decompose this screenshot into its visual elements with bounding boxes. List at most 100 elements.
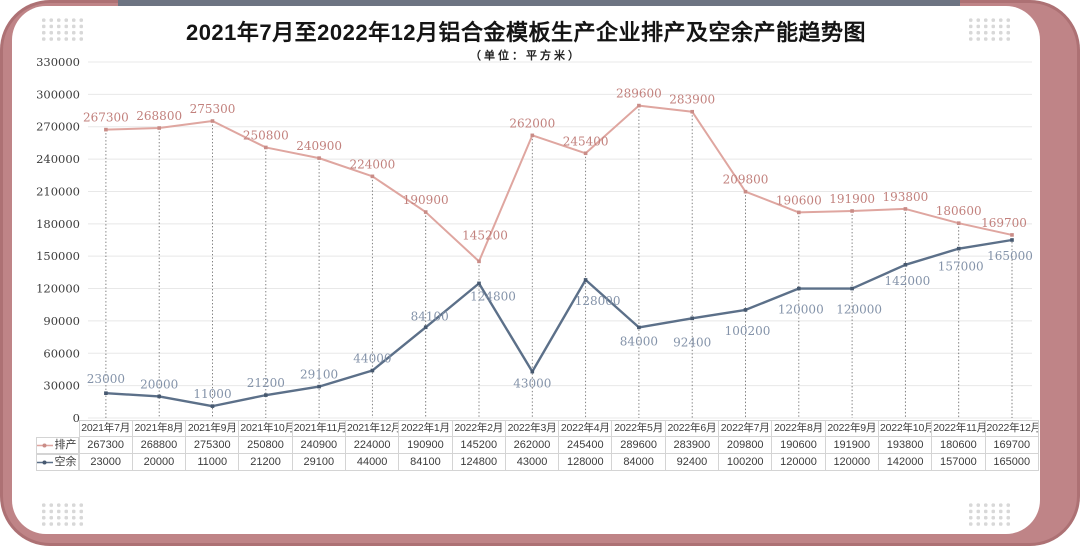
dot-grid-decoration bbox=[967, 17, 1012, 42]
paichan-data-label: 145200 bbox=[462, 228, 508, 242]
table-header-row: 2021年7月 2021年8月 2021年9月 2021年10月 2021年11月 202… bbox=[36, 420, 1040, 437]
kongyu-data-marker bbox=[104, 391, 108, 395]
paichan-legend-icon bbox=[36, 443, 53, 447]
y-axis-tick-label: 240000 bbox=[36, 152, 80, 166]
value-cell: 124800 bbox=[451, 453, 506, 471]
month-header-cell: 2022年8月 bbox=[771, 420, 826, 437]
kongyu-data-label: 84000 bbox=[620, 334, 658, 348]
value-cell: 11000 bbox=[185, 453, 240, 471]
trend-line-chart: 0 30000 60000 90000 120000 150000 180000 210000… bbox=[36, 55, 1033, 425]
chart-title: 2021年7月至2022年12月铝合金模板生产企业排产及空余产能趋势图 bbox=[185, 20, 867, 45]
value-cell: 84000 bbox=[611, 453, 666, 471]
dot-grid-decoration bbox=[967, 502, 1012, 527]
y-axis-tick-label: 180000 bbox=[36, 217, 80, 231]
kongyu-data-label: 128000 bbox=[575, 294, 621, 308]
kongyu-data-marker bbox=[477, 281, 481, 286]
value-cell: 44000 bbox=[344, 453, 400, 471]
chart-subtitle: （单位：平方米） bbox=[470, 49, 582, 62]
kongyu-data-marker bbox=[370, 368, 375, 373]
kongyu-data-marker bbox=[317, 384, 321, 389]
kongyu-data-label: 23000 bbox=[87, 372, 125, 386]
paichan-series-line bbox=[105, 104, 1013, 263]
value-cell: 250800 bbox=[238, 436, 293, 454]
value-cell: 43000 bbox=[504, 453, 560, 471]
paichan-data-marker bbox=[743, 189, 748, 194]
month-header-cell: 2021年8月 bbox=[131, 420, 187, 437]
chart-card: 2021年7月至2022年12月铝合金模板生产企业排产及空余产能趋势图 （单位：… bbox=[12, 6, 1040, 534]
y-axis-tick-label: 120000 bbox=[36, 282, 80, 296]
paichan-data-marker bbox=[583, 151, 588, 156]
paichan-data-marker bbox=[317, 156, 321, 160]
value-cell: 268800 bbox=[131, 436, 187, 454]
kongyu-data-label: 21200 bbox=[247, 376, 285, 390]
value-cell: 165000 bbox=[984, 453, 1040, 471]
value-cell: 209800 bbox=[718, 436, 773, 454]
paichan-data-marker bbox=[797, 210, 801, 215]
kongyu-data-marker bbox=[690, 316, 694, 321]
month-header-cell: 2022年2月 bbox=[451, 420, 506, 437]
value-cell: 120000 bbox=[771, 453, 826, 471]
y-axis-tick-label: 150000 bbox=[36, 249, 80, 263]
y-axis-tick-label: 30000 bbox=[43, 379, 80, 393]
value-cell: 29100 bbox=[291, 453, 346, 471]
value-cell: 21200 bbox=[238, 453, 293, 471]
kongyu-series-line bbox=[105, 238, 1013, 408]
value-cell: 190600 bbox=[771, 436, 826, 454]
kongyu-data-marker bbox=[956, 246, 961, 251]
paichan-data-marker bbox=[210, 119, 215, 123]
paichan-data-label: 224000 bbox=[349, 157, 395, 171]
month-header-cell: 2022年4月 bbox=[558, 420, 613, 437]
paichan-data-marker bbox=[157, 126, 161, 130]
month-header-cell: 2022年9月 bbox=[824, 420, 879, 437]
value-cell: 20000 bbox=[131, 453, 187, 471]
paichan-data-label: 180600 bbox=[936, 204, 982, 218]
paichan-data-label: 240900 bbox=[296, 139, 342, 153]
kongyu-data-label: 124800 bbox=[470, 289, 516, 303]
month-header-cell: 2022年6月 bbox=[664, 420, 720, 437]
kongyu-data-label: 20000 bbox=[140, 377, 178, 391]
kongyu-data-label: 100200 bbox=[725, 324, 771, 338]
top-strip-decoration bbox=[118, 0, 960, 7]
month-header-cell: 2022年3月 bbox=[504, 420, 560, 437]
month-header-cell: 2022年5月 bbox=[611, 420, 666, 437]
paichan-data-marker bbox=[104, 127, 108, 132]
value-cell: 191900 bbox=[824, 436, 879, 454]
value-cell: 128000 bbox=[558, 453, 613, 471]
kongyu-data-label: 142000 bbox=[884, 274, 930, 288]
paichan-data-label: 209800 bbox=[723, 173, 769, 187]
month-header-cell: 2022年7月 bbox=[718, 420, 773, 437]
table-row-kongyu: 空余 23000 20000 11000 21200 29100 44000 84100 124… bbox=[36, 453, 1040, 471]
value-cell: 120000 bbox=[824, 453, 879, 471]
value-cell: 245400 bbox=[558, 436, 613, 454]
paichan-data-label: 190900 bbox=[403, 193, 449, 207]
kongyu-data-label: 29100 bbox=[300, 368, 338, 382]
chart-data-table: 2021年7月 2021年8月 2021年9月 2021年10月 2021年11月 202… bbox=[36, 420, 1040, 471]
y-axis-tick-label: 0 bbox=[73, 411, 80, 425]
paichan-data-label: 262000 bbox=[509, 116, 555, 130]
month-header-cell: 2021年10月 bbox=[238, 420, 293, 437]
y-axis-tick-label: 90000 bbox=[43, 314, 80, 328]
value-cell: 193800 bbox=[877, 436, 933, 454]
month-header-cell: 2021年11月 bbox=[291, 420, 346, 437]
kongyu-data-label: 84100 bbox=[411, 309, 449, 323]
kongyu-data-marker bbox=[850, 286, 854, 291]
paichan-data-label: 250800 bbox=[243, 128, 289, 142]
paichan-data-marker bbox=[690, 109, 694, 114]
paichan-data-marker bbox=[637, 103, 641, 108]
kongyu-data-marker bbox=[530, 369, 535, 374]
value-cell: 169700 bbox=[984, 436, 1040, 454]
paichan-data-label: 193800 bbox=[882, 190, 928, 204]
paichan-data-marker bbox=[530, 133, 535, 138]
paichan-data-marker bbox=[956, 221, 961, 225]
kongyu-data-marker bbox=[797, 286, 801, 291]
kongyu-data-marker bbox=[264, 393, 268, 397]
paichan-data-marker bbox=[903, 207, 908, 211]
value-cell: 23000 bbox=[78, 453, 133, 471]
kongyu-data-marker bbox=[743, 308, 748, 312]
paichan-data-marker bbox=[477, 259, 481, 264]
table-corner-cell bbox=[36, 421, 79, 437]
value-cell: 262000 bbox=[504, 436, 560, 454]
month-header-cell: 2022年1月 bbox=[398, 420, 453, 437]
value-cell: 267300 bbox=[78, 436, 133, 454]
value-cell: 240900 bbox=[291, 436, 346, 454]
